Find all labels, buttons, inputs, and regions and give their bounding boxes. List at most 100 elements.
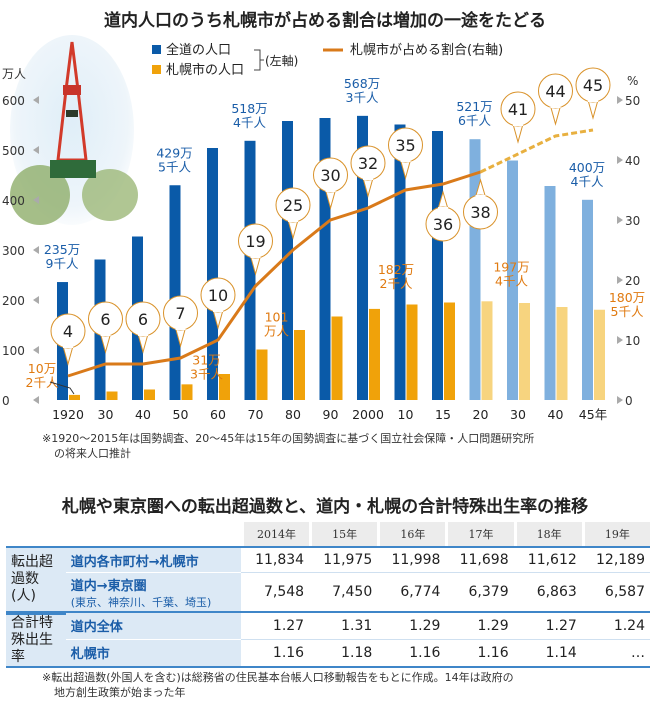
x-axis-tick-label: 45年 bbox=[579, 407, 607, 422]
population-chart: 0100200300400500600万人01020304050%全道の人口札幌… bbox=[2, 35, 645, 422]
x-axis-tick-label: 40 bbox=[548, 407, 564, 422]
bar-value-label: 2千人 bbox=[26, 375, 59, 390]
legend-label-total: 全道の人口 bbox=[166, 42, 231, 58]
group-label: 合計特殊出生率 bbox=[6, 613, 66, 668]
table-cell: 11,975 bbox=[309, 546, 378, 573]
callout-join bbox=[100, 332, 111, 336]
table-cell: 1.16 bbox=[377, 640, 446, 668]
bar-value-label: 521万 bbox=[456, 99, 492, 114]
bar-value-label: 568万 bbox=[344, 76, 380, 91]
bar-total-population bbox=[244, 140, 256, 401]
bar-sapporo-population bbox=[406, 304, 418, 400]
callout-join bbox=[213, 308, 223, 312]
table-cell: 6,379 bbox=[445, 573, 514, 613]
share-value-label: 6 bbox=[138, 310, 148, 329]
bar-sapporo-population bbox=[594, 309, 605, 400]
chart-footnote: ※1920～2015年は国勢調査、20～45年は15年の国勢調査に基づく国立社会… bbox=[42, 431, 534, 461]
bar-total-population bbox=[582, 199, 593, 400]
bar-sapporo-population bbox=[331, 316, 343, 400]
right-axis-tick-label: 50 bbox=[625, 94, 640, 108]
table-cell: 1.27 bbox=[513, 613, 582, 640]
callout-join bbox=[288, 218, 298, 222]
share-value-label: 44 bbox=[545, 82, 565, 101]
bar-value-label: 182万 bbox=[378, 262, 414, 277]
share-value-label: 41 bbox=[508, 100, 528, 119]
table-cell: 1.16 bbox=[240, 640, 310, 668]
year-header: 15年 bbox=[309, 522, 378, 546]
blank-header bbox=[6, 522, 241, 546]
x-axis-tick-label: 70 bbox=[248, 407, 264, 422]
left-axis-tick-marker bbox=[33, 296, 39, 304]
bar-value-label: 101 bbox=[265, 310, 289, 325]
left-axis-label: 万人 bbox=[2, 67, 26, 81]
left-axis-tick-label: 300 bbox=[2, 244, 25, 258]
chart-footnote-line: ※1920～2015年は国勢調査、20～45年は15年の国勢調査に基づく国立社会… bbox=[42, 432, 535, 445]
bar-sapporo-population bbox=[294, 330, 305, 400]
callout-join bbox=[250, 254, 261, 258]
share-value-label: 6 bbox=[100, 310, 110, 329]
bar-value-label: 429万 bbox=[156, 145, 192, 160]
migration-birthrate-table: 2014年 15年 16年 17年 18年 19年 転出超過数(人) 道内各市町… bbox=[6, 522, 650, 668]
callout-join bbox=[438, 207, 448, 211]
table-cell: … bbox=[581, 640, 650, 668]
callout-join bbox=[550, 104, 561, 108]
callout-join bbox=[138, 332, 148, 336]
x-axis-tick-label: 30 bbox=[510, 407, 526, 422]
bar-sapporo-population bbox=[481, 301, 493, 400]
right-axis-tick-label: 10 bbox=[625, 334, 640, 348]
bar-value-label: 4千人 bbox=[571, 174, 604, 189]
table-cell: 1.18 bbox=[309, 640, 378, 668]
table-cell: 11,998 bbox=[377, 546, 446, 573]
table-cell: 1.27 bbox=[240, 613, 310, 640]
x-axis-tick-label: 50 bbox=[173, 407, 189, 422]
table-cell: 1.14 bbox=[513, 640, 582, 668]
x-axis-tick-label: 20 bbox=[473, 407, 489, 422]
bar-value-label: 3千人 bbox=[346, 90, 379, 105]
bar-value-label: 5千人 bbox=[611, 304, 644, 319]
callout-join bbox=[63, 344, 73, 348]
right-axis-tick-marker bbox=[617, 276, 623, 284]
bar-total-population bbox=[319, 118, 331, 400]
group-label: 転出超過数(人) bbox=[6, 546, 66, 613]
bar-value-label: 235万 bbox=[44, 242, 80, 257]
bar-value-label: 10万 bbox=[28, 361, 56, 376]
left-axis-tick-marker bbox=[33, 396, 39, 404]
legend-bracket bbox=[254, 49, 264, 71]
left-axis-tick-label: 100 bbox=[2, 344, 25, 358]
bar-value-label: 3千人 bbox=[190, 366, 223, 381]
table-row: 道内→東京圏 (東京、神奈川、千葉、埼玉) 7,548 7,450 6,774 6… bbox=[6, 573, 650, 613]
callout-pointer bbox=[512, 123, 524, 144]
right-axis-tick-marker bbox=[617, 156, 623, 164]
left-axis-tick-marker bbox=[33, 346, 39, 354]
right-axis-tick-label: 20 bbox=[625, 274, 640, 288]
legend-swatch-sapporo bbox=[152, 65, 161, 74]
callout-join bbox=[175, 326, 186, 330]
table-cell: 6,587 bbox=[581, 573, 650, 613]
share-line-projection bbox=[479, 128, 594, 174]
bar-value-label: 400万 bbox=[569, 160, 605, 175]
bar-value-label: 6千人 bbox=[458, 113, 491, 128]
table-cell: 1.31 bbox=[309, 613, 378, 640]
x-axis-tick-label: 2000 bbox=[352, 407, 384, 422]
table-footnote: ※転出超過数(外国人を含む)は総務省の住民基本台帳人口移動報告をもとに作成。14… bbox=[42, 670, 514, 700]
right-axis-tick-marker bbox=[617, 396, 623, 404]
bar-total-population bbox=[394, 124, 406, 400]
bar-sapporo-population bbox=[69, 394, 80, 400]
tv-tower-deck bbox=[63, 85, 81, 95]
legend-axis-note: (左軸) bbox=[265, 53, 298, 68]
share-value-label: 4 bbox=[63, 322, 73, 341]
table-row: 転出超過数(人) 道内各市町村→札幌市 11,834 11,975 11,998… bbox=[6, 546, 650, 613]
tv-tower-base bbox=[50, 160, 96, 178]
bar-value-label: 4千人 bbox=[495, 273, 528, 288]
year-header: 18年 bbox=[513, 522, 582, 546]
bar-value-label: 9千人 bbox=[46, 256, 79, 271]
bar-value-label: 5千人 bbox=[158, 159, 191, 174]
left-axis-tick-label: 0 bbox=[2, 394, 10, 408]
x-axis-tick-label: 90 bbox=[323, 407, 339, 422]
tv-tower-clock bbox=[66, 110, 78, 117]
table-row: 札幌市 1.16 1.18 1.16 1.16 1.14 … bbox=[6, 639, 650, 668]
share-value-label: 36 bbox=[433, 215, 453, 234]
row-label: 道内全体 bbox=[65, 613, 241, 640]
row-label: 道内各市町村→札幌市 bbox=[65, 546, 241, 573]
legend-label-share: 札幌市が占める割合(右軸) bbox=[350, 42, 503, 58]
